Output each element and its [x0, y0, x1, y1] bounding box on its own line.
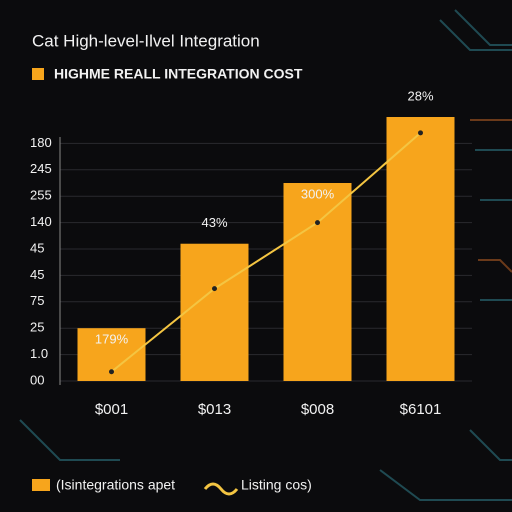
y-tick-label: 45 [30, 267, 44, 282]
bar [283, 183, 352, 381]
line-point [212, 286, 217, 292]
annotation: 179% [95, 332, 129, 347]
x-tick-label: $001 [95, 401, 128, 418]
annotation: 43% [201, 215, 227, 230]
legend-label: (Isintegrations apet [56, 477, 175, 493]
x-tick-label: $008 [301, 401, 334, 418]
chart-title: Cat High-level-Ilvel Integration [32, 31, 260, 50]
legend-swatch [32, 479, 50, 491]
line [110, 132, 422, 373]
line-point [418, 130, 423, 136]
annotation: 28% [407, 88, 433, 103]
subtitle-marker [32, 68, 44, 80]
x-tick-label: $013 [198, 401, 231, 418]
y-tick-label: 1.0 [30, 346, 48, 361]
legend-swatch [203, 482, 239, 496]
y-tick-label: 00 [30, 372, 44, 387]
annotation: 300% [301, 186, 335, 201]
line-point [109, 369, 114, 375]
x-tick-label: $6101 [400, 401, 442, 418]
legend-label: Listing cos) [241, 477, 312, 493]
y-tick-label: 245 [30, 161, 52, 176]
y-tick-label: 25 [30, 320, 44, 335]
y-tick-label: 75 [30, 293, 44, 308]
chart-subtitle: HIGHME REALL INTEGRATION COST [54, 66, 303, 82]
circuit-decoration [19, 9, 512, 501]
y-tick-label: 180 [30, 135, 52, 150]
y-tick-label: 140 [30, 214, 52, 229]
bar [386, 117, 455, 381]
bar [180, 243, 249, 381]
y-tick-label: 255 [30, 188, 52, 203]
y-tick-label: 45 [30, 240, 44, 255]
line-point [315, 220, 320, 226]
